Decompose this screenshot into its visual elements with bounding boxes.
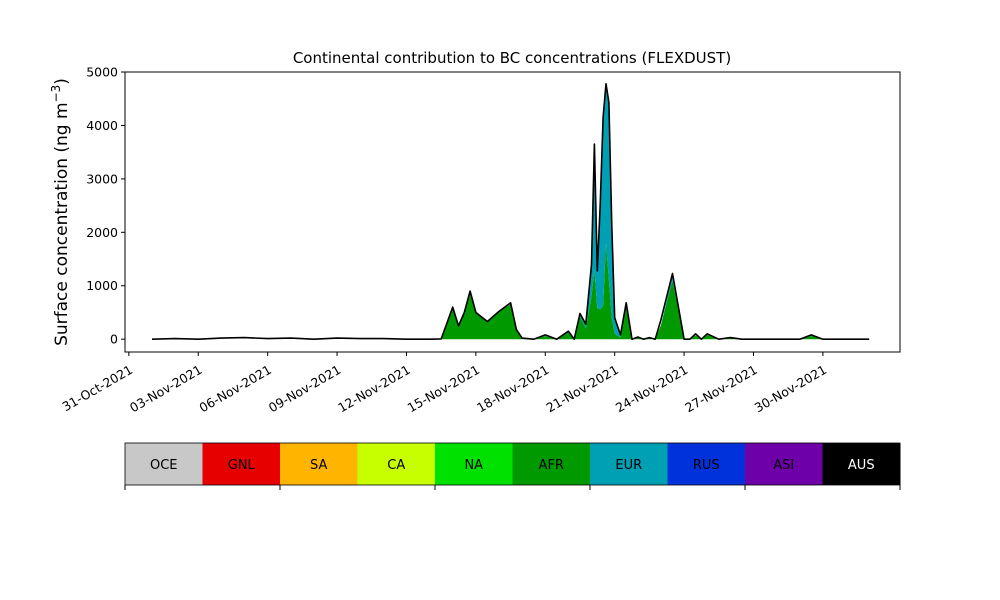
legend-swatch-oce [125, 443, 203, 485]
x-tick-label: 31-Oct-2021 [59, 362, 135, 414]
total-line-group [151, 83, 870, 340]
y-tick-label: 1000 [86, 278, 118, 293]
x-tick-label: 18-Nov-2021 [474, 362, 551, 415]
x-axis: 31-Oct-202103-Nov-202106-Nov-202109-Nov-… [59, 352, 829, 415]
y-axis-title-sup: −3 [49, 85, 63, 103]
x-tick-label: 09-Nov-2021 [266, 362, 343, 415]
y-axis-title-main: Surface concentration (ng m [52, 102, 72, 345]
y-tick-label: 2000 [86, 225, 118, 240]
legend-swatch-asi [745, 443, 823, 485]
chart-title: Continental contribution to BC concentra… [293, 49, 731, 67]
legend-frame [124, 442, 901, 486]
legend-label-sa: SA [310, 458, 327, 473]
legend-label-aus: AUS [848, 458, 875, 473]
legend-label-ca: CA [387, 458, 405, 473]
x-tick-label: 27-Nov-2021 [682, 362, 759, 415]
legend-label-gnl: GNL [228, 458, 256, 473]
legend-swatch-na [435, 443, 513, 485]
legend-label-rus: RUS [693, 458, 720, 473]
legend-label-na: NA [464, 458, 483, 473]
x-tick-label: 15-Nov-2021 [405, 362, 482, 415]
legend-swatch-sa [280, 443, 358, 485]
legend-label-afr: AFR [539, 458, 564, 473]
y-axis: 0 1000 2000 3000 4000 5000 [86, 65, 125, 347]
legend-swatch-ca [357, 443, 436, 485]
legend-swatch-eur [590, 443, 668, 485]
legend-swatch-aus [822, 443, 901, 485]
plot-frame [124, 71, 901, 353]
legend-colorbar: OCE GNL SA CA NA AFR EUR RUS ASI AUS [124, 442, 901, 490]
x-tick-label: 03-Nov-2021 [127, 362, 204, 415]
x-tick-label: 21-Nov-2021 [543, 362, 620, 415]
legend-swatch-afr [512, 443, 591, 485]
x-tick-label: 06-Nov-2021 [196, 362, 273, 415]
x-tick-label: 24-Nov-2021 [613, 362, 690, 415]
area-rus [152, 85, 870, 340]
area-eur [152, 88, 870, 340]
legend-swatch-rus [667, 443, 746, 485]
x-tick-label: 12-Nov-2021 [335, 362, 412, 415]
legend-label-eur: EUR [615, 458, 642, 473]
y-tick-label: 0 [110, 332, 118, 347]
y-tick-label: 5000 [86, 65, 118, 80]
y-axis-title: Surface concentration (ng m−3) [49, 78, 72, 346]
y-tick-label: 4000 [86, 118, 118, 133]
legend-label-oce: OCE [150, 458, 178, 473]
legend-label-asi: ASI [773, 458, 794, 473]
total-line [151, 83, 870, 340]
legend-swatch-gnl [202, 443, 281, 485]
x-tick-label: 30-Nov-2021 [752, 362, 829, 415]
stacked-areas [152, 85, 870, 340]
y-tick-label: 3000 [86, 171, 118, 186]
y-axis-title-close: ) [52, 78, 72, 85]
area-afr [152, 243, 870, 340]
